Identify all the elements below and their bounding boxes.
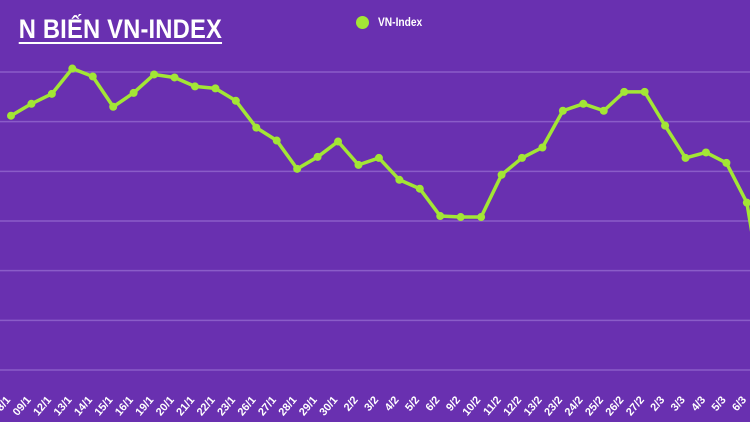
x-tick-label: 6/2 xyxy=(424,394,443,413)
x-tick-label: 14/1 xyxy=(72,394,95,418)
data-point xyxy=(109,102,118,111)
x-tick-label: 2/3 xyxy=(648,394,667,413)
x-tick-label: 29/1 xyxy=(297,394,320,418)
x-tick-label: 11/2 xyxy=(481,394,504,418)
x-tick-label: 5/2 xyxy=(403,394,422,413)
data-point xyxy=(27,99,36,108)
data-point xyxy=(497,170,506,179)
data-point xyxy=(88,72,97,81)
data-point xyxy=(722,158,731,167)
x-tick-label: 27/1 xyxy=(256,394,279,418)
data-point xyxy=(477,213,486,222)
data-point xyxy=(47,89,56,98)
x-tick-label: 13/1 xyxy=(52,394,75,418)
data-point xyxy=(701,148,710,157)
x-tick-label: 27/2 xyxy=(624,394,647,418)
data-point xyxy=(272,136,281,145)
data-point xyxy=(640,87,649,96)
data-point xyxy=(395,175,404,184)
x-tick-label: 10/2 xyxy=(460,394,483,418)
x-tick-label: 16/1 xyxy=(113,394,136,418)
data-point xyxy=(742,198,750,207)
data-point xyxy=(129,88,138,97)
data-point xyxy=(334,137,343,146)
x-tick-label: 23/1 xyxy=(215,394,238,418)
x-tick-label: 5/3 xyxy=(710,394,729,413)
data-point xyxy=(7,111,15,120)
x-tick-label: 23/2 xyxy=(542,394,565,418)
x-tick-label: 4/3 xyxy=(689,394,708,413)
x-tick-label: 3/2 xyxy=(362,394,381,413)
data-point xyxy=(211,84,220,93)
data-point xyxy=(293,164,302,173)
x-tick-label: 30/1 xyxy=(317,394,340,418)
x-tick-label: 12/2 xyxy=(501,394,524,418)
data-point xyxy=(231,96,240,105)
chart-title: N BIẾN VN-INDEX xyxy=(18,14,222,44)
data-point xyxy=(170,73,179,82)
data-point xyxy=(190,82,199,91)
data-point xyxy=(661,121,670,130)
data-point xyxy=(681,153,690,162)
x-tick-label: 13/2 xyxy=(522,394,545,418)
x-tick-label: 15/1 xyxy=(93,394,116,418)
x-tick-label: 21/1 xyxy=(174,394,197,418)
legend-marker xyxy=(356,15,369,29)
data-point xyxy=(374,153,383,162)
x-tick-label: 24/2 xyxy=(563,394,586,418)
data-point xyxy=(558,106,567,115)
x-tick-label: 26/2 xyxy=(604,394,627,418)
legend-label: VN-Index xyxy=(378,15,423,29)
data-point xyxy=(518,153,526,162)
x-tick-label: 12/1 xyxy=(31,394,54,418)
x-tick-label: 25/2 xyxy=(583,394,606,418)
x-tick-label: 3/3 xyxy=(669,394,688,413)
data-point xyxy=(436,212,445,221)
x-tick-label: 28/1 xyxy=(276,394,299,418)
data-point xyxy=(150,70,159,79)
data-point xyxy=(252,123,261,132)
x-tick-label: 4/2 xyxy=(383,394,402,413)
data-point xyxy=(415,184,424,193)
data-point xyxy=(68,64,77,73)
series-line-vn-index xyxy=(10,66,750,232)
data-point xyxy=(313,152,322,161)
data-point xyxy=(456,213,465,222)
data-point xyxy=(354,160,363,169)
x-tick-label: 2/2 xyxy=(342,394,361,413)
data-point xyxy=(599,106,608,115)
x-tick-label: 09/1 xyxy=(11,394,34,418)
data-point xyxy=(620,87,629,96)
x-tick-label: 22/1 xyxy=(195,394,218,418)
x-tick-label: 26/1 xyxy=(236,394,259,418)
legend: VN-Index xyxy=(356,15,430,29)
x-tick-label: 6/3 xyxy=(730,394,749,413)
data-point xyxy=(538,143,547,152)
data-point xyxy=(579,99,588,108)
x-tick-label: 08/1 xyxy=(0,394,13,418)
x-tick-label: 19/1 xyxy=(133,394,156,418)
x-tick-label: 20/1 xyxy=(154,394,177,418)
